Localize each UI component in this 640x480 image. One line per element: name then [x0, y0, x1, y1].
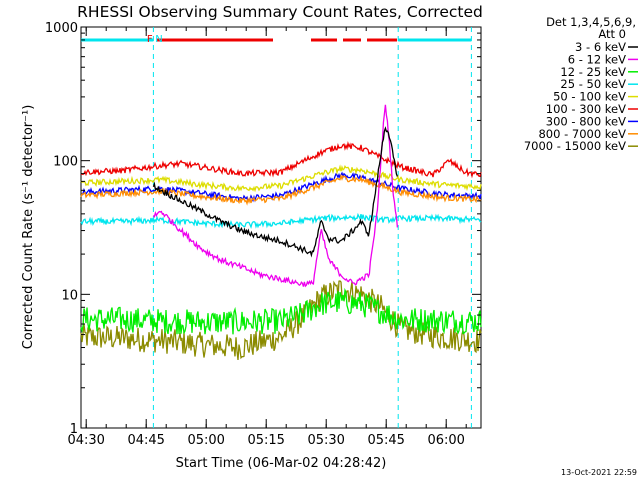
- y-tick-label: 1: [70, 422, 78, 437]
- legend-entry-label: 3 - 6 keV: [575, 40, 626, 54]
- x-tick-label: 05:45: [367, 433, 404, 448]
- plot-frame: [80, 26, 482, 429]
- y-axis-ticks: 1 10 100 1000: [45, 21, 481, 437]
- x-tick-label: 06:00: [427, 433, 464, 448]
- series-line: [80, 164, 482, 193]
- x-tick-label: 05:15: [247, 433, 284, 448]
- series-line: [152, 104, 399, 288]
- y-axis-label: Corrected Count Rate (s⁻¹ detector⁻¹): [21, 105, 36, 350]
- series-line: [80, 287, 482, 335]
- flag-label: F: [147, 34, 153, 45]
- legend-entry-label: 300 - 800 keV: [546, 114, 626, 128]
- chart-title: RHESSI Observing Summary Count Rates, Co…: [77, 3, 483, 21]
- series-lines: [80, 104, 482, 360]
- series-line: [80, 212, 482, 229]
- x-tick-label: 04:45: [127, 433, 164, 448]
- legend-entry-label: 100 - 300 keV: [546, 102, 626, 116]
- series-line: [80, 173, 482, 206]
- y-tick-label: 100: [53, 155, 78, 170]
- legend-entry-label: 25 - 50 keV: [560, 77, 626, 91]
- legend-header-2: Att 0: [598, 27, 626, 41]
- flag-label: N: [155, 34, 162, 45]
- y-tick-label: 10: [61, 288, 78, 303]
- legend-entry-label: 12 - 25 keV: [560, 65, 626, 79]
- legend-entry-label: 800 - 7000 keV: [538, 127, 626, 141]
- x-tick-label: 04:30: [67, 433, 104, 448]
- series-line: [80, 280, 482, 360]
- series-line: [80, 171, 482, 204]
- legend-header-1: Det 1,3,4,5,6,9,: [546, 15, 636, 29]
- x-axis-ticks: 04:30 04:45 05:00 05:15 05:30 05:45 06:00: [67, 27, 467, 448]
- legend-entry-label: 50 - 100 keV: [553, 90, 626, 104]
- y-tick-label: 1000: [45, 21, 78, 36]
- series-line: [80, 141, 482, 179]
- night-boundaries: [152, 27, 472, 428]
- legend-entry-label: 6 - 12 keV: [568, 52, 626, 66]
- x-axis-label: Start Time (06-Mar-02 04:28:42): [176, 456, 387, 471]
- x-tick-label: 05:30: [307, 433, 344, 448]
- footer-date: 13-Oct-2021 22:59: [561, 468, 637, 477]
- series-line: [152, 126, 399, 258]
- legend-entry-label: 7000 - 15000 keV: [524, 139, 626, 153]
- x-tick-label: 05:00: [187, 433, 224, 448]
